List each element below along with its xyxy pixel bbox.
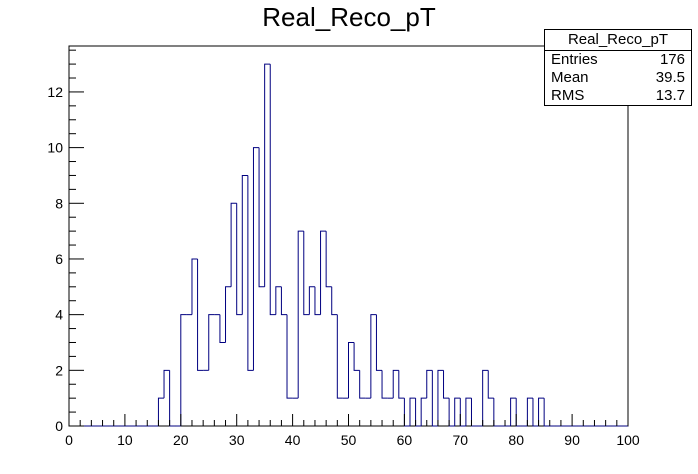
x-tick-label: 10 [117, 432, 133, 448]
histogram-bin [454, 397, 461, 426]
stats-value-rms: 13.7 [655, 87, 685, 104]
stats-label-rms: RMS [551, 87, 585, 104]
histogram-bin [225, 286, 232, 343]
y-tick-label: 4 [55, 307, 63, 323]
histogram-bin [331, 286, 338, 316]
histogram-bin [375, 314, 383, 371]
histogram-bin [241, 174, 248, 315]
histogram-bin [247, 175, 254, 371]
histogram-bin [314, 286, 321, 316]
stats-box-title: Real_Reco_pT [545, 30, 691, 51]
x-tick-label: 40 [285, 432, 301, 448]
histogram-bin [493, 398, 500, 427]
histogram-bin [303, 231, 310, 316]
histogram-bin [269, 64, 276, 316]
histogram-bin [482, 369, 489, 426]
stats-label-entries: Entries [551, 51, 598, 68]
histogram-bin [465, 397, 472, 426]
histogram-bin [230, 202, 237, 287]
histogram-bin [169, 370, 176, 427]
x-tick-label: 20 [173, 432, 189, 448]
histogram-bin [252, 147, 260, 371]
stats-row-mean: Mean 39.5 [545, 69, 691, 87]
histogram-bin [157, 397, 165, 426]
histogram-bin [459, 398, 466, 427]
histogram-bin [370, 314, 377, 399]
histogram-bin [431, 370, 438, 427]
x-tick-label: 0 [65, 432, 73, 448]
histogram-bin [275, 286, 282, 315]
histogram-bin [197, 258, 204, 371]
y-tick-label: 2 [55, 362, 63, 378]
histogram-bin [487, 370, 494, 399]
histogram-bin [543, 398, 550, 427]
stats-value-mean: 39.5 [655, 69, 685, 86]
histogram-bin [163, 369, 170, 399]
histogram-bin [515, 398, 522, 427]
histogram-bin [448, 398, 455, 427]
histogram-bin [280, 286, 288, 316]
stats-value-entries: 176 [659, 51, 685, 68]
x-tick-label: 80 [508, 432, 524, 448]
y-tick-label: 10 [47, 140, 63, 156]
histogram-bin [353, 342, 360, 371]
histogram-bin [325, 231, 332, 288]
histogram-bin [308, 286, 315, 315]
histogram-bin [443, 370, 450, 399]
histogram-bin [420, 397, 427, 426]
histogram-bin [359, 370, 366, 399]
x-tick-label: 60 [397, 432, 413, 448]
x-tick-label: 90 [564, 432, 580, 448]
histogram-bin [286, 314, 293, 399]
stats-row-entries: Entries 176 [545, 51, 691, 69]
histogram-bin [415, 398, 422, 427]
x-tick-label: 70 [453, 432, 469, 448]
y-tick-label: 6 [55, 251, 63, 267]
y-tick-label: 8 [55, 195, 63, 211]
stats-row-rms: RMS 13.7 [545, 87, 691, 105]
histogram-bin [510, 397, 517, 426]
histogram-bin [219, 314, 226, 343]
histogram-bin [470, 398, 478, 427]
histogram-bin [381, 370, 388, 399]
y-tick-label: 12 [47, 84, 63, 100]
histogram-bin [426, 369, 433, 399]
x-tick-label: 30 [229, 432, 245, 448]
x-tick-label: 100 [616, 432, 640, 448]
histogram-bin [526, 397, 533, 426]
histogram-bin [538, 397, 545, 426]
histogram-bin [264, 63, 271, 287]
histogram-bin [403, 398, 410, 427]
histogram-bin [236, 203, 243, 316]
histogram-bin [392, 369, 399, 399]
histogram-bin [336, 314, 343, 399]
histogram-bin [437, 369, 444, 426]
histogram-bin [208, 314, 215, 371]
histogram-bin [180, 314, 187, 426]
histogram-bin [398, 370, 405, 399]
histogram-bin [532, 398, 539, 427]
chart-title: Real_Reco_pT [262, 2, 436, 32]
histogram-bin [320, 230, 327, 315]
x-tick-label: 50 [341, 432, 357, 448]
histogram-bin [348, 341, 355, 399]
histogram-bin [191, 258, 198, 315]
stats-box: Real_Reco_pT Entries 176 Mean 39.5 RMS 1… [544, 29, 692, 106]
histogram-bin [297, 230, 304, 399]
histogram-bin [409, 397, 416, 426]
histogram-bin [258, 147, 265, 288]
y-tick-label: 0 [55, 418, 63, 434]
stats-label-mean: Mean [551, 69, 589, 86]
